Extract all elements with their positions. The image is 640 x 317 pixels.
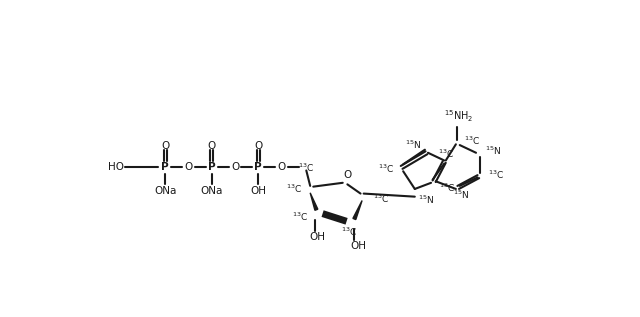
Text: $^{13}$C: $^{13}$C bbox=[298, 161, 314, 174]
Text: OH: OH bbox=[309, 232, 325, 242]
Text: $^{15}$N: $^{15}$N bbox=[404, 139, 421, 151]
Text: $^{13}$C: $^{13}$C bbox=[292, 210, 308, 223]
Text: $^{15}$N: $^{15}$N bbox=[485, 145, 502, 158]
Text: $^{13}$C: $^{13}$C bbox=[341, 226, 357, 238]
Text: $^{15}$N: $^{15}$N bbox=[453, 189, 469, 201]
Text: ONa: ONa bbox=[200, 185, 223, 196]
Text: $^{13}$C: $^{13}$C bbox=[439, 181, 455, 194]
Text: O: O bbox=[207, 141, 216, 151]
Text: P: P bbox=[255, 162, 262, 172]
Text: $^{15}$NH$_2$: $^{15}$NH$_2$ bbox=[444, 108, 474, 124]
Text: P: P bbox=[208, 162, 216, 172]
Text: O: O bbox=[184, 162, 193, 172]
Text: $^{13}$C: $^{13}$C bbox=[488, 169, 504, 181]
Polygon shape bbox=[353, 201, 362, 220]
Text: $^{13}$C: $^{13}$C bbox=[438, 147, 454, 160]
Text: OH: OH bbox=[350, 241, 366, 251]
Text: $^{13}$C: $^{13}$C bbox=[286, 183, 303, 195]
Text: $^{13}$C: $^{13}$C bbox=[378, 163, 394, 175]
Text: P: P bbox=[161, 162, 169, 172]
Text: O: O bbox=[161, 141, 170, 151]
Text: OH: OH bbox=[250, 185, 266, 196]
Text: O: O bbox=[277, 162, 285, 172]
Text: O: O bbox=[254, 141, 262, 151]
Text: O: O bbox=[231, 162, 239, 172]
Text: $^{13}$C: $^{13}$C bbox=[463, 135, 480, 147]
Text: $^{15}$N: $^{15}$N bbox=[418, 194, 434, 206]
Polygon shape bbox=[310, 193, 318, 210]
Text: $^{13}$C: $^{13}$C bbox=[373, 193, 389, 205]
Text: O: O bbox=[343, 170, 351, 180]
Text: HO: HO bbox=[108, 162, 124, 172]
Text: ONa: ONa bbox=[154, 185, 177, 196]
